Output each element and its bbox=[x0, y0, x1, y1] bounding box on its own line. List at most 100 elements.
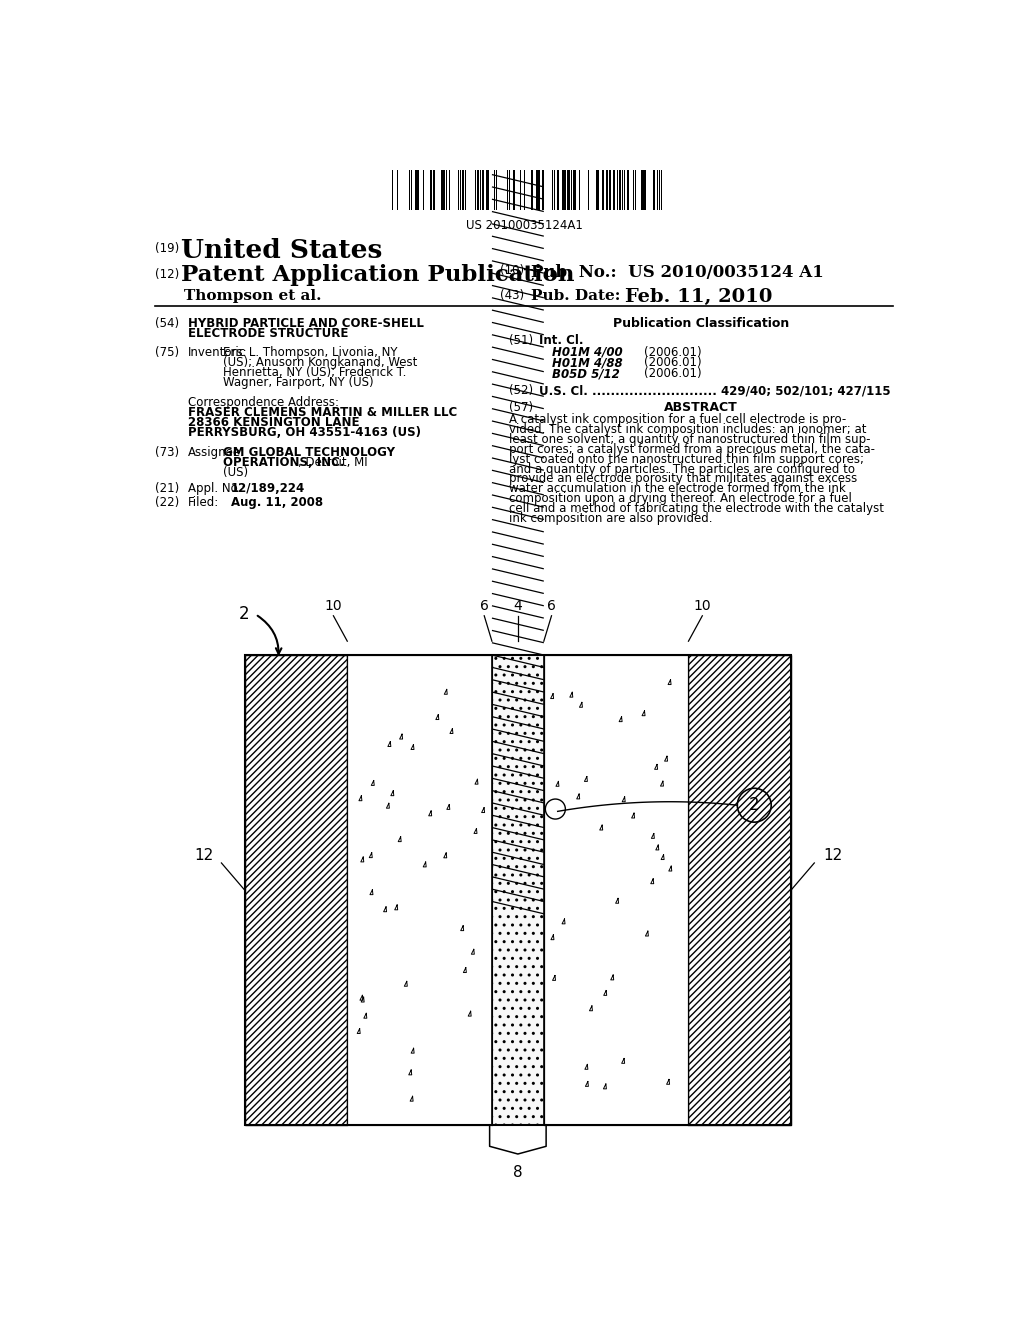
Text: PERRYSBURG, OH 43551-4163 (US): PERRYSBURG, OH 43551-4163 (US) bbox=[188, 425, 421, 438]
Text: 10: 10 bbox=[325, 599, 342, 612]
Bar bbox=[245, 655, 347, 1125]
Text: 28366 KENSINGTON LANE: 28366 KENSINGTON LANE bbox=[188, 416, 359, 429]
Text: 12/189,224: 12/189,224 bbox=[230, 482, 305, 495]
Text: Feb. 11, 2010: Feb. 11, 2010 bbox=[625, 288, 772, 306]
Bar bbox=[347, 655, 492, 1125]
Text: water accumulation in the electrode formed from the ink: water accumulation in the electrode form… bbox=[509, 482, 846, 495]
Text: 2: 2 bbox=[240, 605, 250, 623]
Bar bbox=[628, 170, 629, 210]
Text: 12: 12 bbox=[195, 847, 214, 863]
Text: (54): (54) bbox=[156, 317, 179, 330]
Bar bbox=[563, 170, 565, 210]
Text: (43): (43) bbox=[500, 289, 524, 302]
Text: cell and a method of fabricating the electrode with the catalyst: cell and a method of fabricating the ele… bbox=[509, 502, 885, 515]
Text: H01M 4/00: H01M 4/00 bbox=[552, 346, 623, 359]
Text: Eric L. Thompson, Livonia, NY: Eric L. Thompson, Livonia, NY bbox=[223, 346, 397, 359]
Bar bbox=[596, 170, 599, 210]
Text: Int. Cl.: Int. Cl. bbox=[539, 334, 583, 347]
Bar bbox=[449, 170, 451, 210]
Bar bbox=[481, 170, 484, 210]
Text: (73): (73) bbox=[156, 446, 179, 459]
Text: 8: 8 bbox=[513, 1164, 522, 1180]
Bar bbox=[552, 170, 553, 210]
Text: ELECTRODE STRUCTURE: ELECTRODE STRUCTURE bbox=[188, 327, 349, 341]
Text: US 20100035124A1: US 20100035124A1 bbox=[466, 219, 584, 232]
Bar bbox=[513, 170, 515, 210]
Text: (2006.01): (2006.01) bbox=[644, 356, 701, 370]
Text: composition upon a drying thereof. An electrode for a fuel: composition upon a drying thereof. An el… bbox=[509, 492, 852, 506]
Text: (10): (10) bbox=[500, 264, 524, 277]
Bar bbox=[458, 170, 460, 210]
Text: Appl. No.:: Appl. No.: bbox=[188, 482, 246, 495]
Bar bbox=[572, 170, 575, 210]
Bar bbox=[492, 655, 544, 1125]
Bar bbox=[641, 170, 643, 210]
Text: Thompson et al.: Thompson et al. bbox=[184, 289, 322, 304]
Text: HYBRID PARTICLE AND CORE-SHELL: HYBRID PARTICLE AND CORE-SHELL bbox=[188, 317, 424, 330]
Text: (75): (75) bbox=[156, 346, 179, 359]
Bar bbox=[602, 170, 604, 210]
Bar bbox=[245, 655, 792, 1125]
Bar bbox=[477, 170, 478, 210]
Text: 10: 10 bbox=[693, 599, 711, 612]
Text: GM GLOBAL TECHNOLOGY: GM GLOBAL TECHNOLOGY bbox=[223, 446, 395, 459]
Text: 4: 4 bbox=[513, 599, 522, 612]
Text: H01M 4/88: H01M 4/88 bbox=[552, 356, 623, 370]
Text: , Detroit, MI: , Detroit, MI bbox=[298, 457, 368, 470]
Text: least one solvent; a quantity of nanostructured thin film sup-: least one solvent; a quantity of nanostr… bbox=[509, 433, 870, 446]
Text: United States: United States bbox=[180, 238, 382, 263]
Bar bbox=[542, 170, 544, 210]
Text: (22): (22) bbox=[156, 496, 179, 508]
Text: Wagner, Fairport, NY (US): Wagner, Fairport, NY (US) bbox=[223, 376, 374, 389]
Bar bbox=[537, 170, 539, 210]
Text: (2006.01): (2006.01) bbox=[644, 346, 701, 359]
Text: B05D 5/12: B05D 5/12 bbox=[552, 367, 620, 380]
Bar bbox=[608, 170, 611, 210]
Text: port cores; a catalyst formed from a precious metal, the cata-: port cores; a catalyst formed from a pre… bbox=[509, 442, 876, 455]
Bar bbox=[688, 655, 792, 1125]
Bar bbox=[416, 170, 419, 210]
Bar bbox=[567, 170, 568, 210]
Bar bbox=[531, 170, 534, 210]
Text: (21): (21) bbox=[156, 482, 179, 495]
Bar bbox=[463, 170, 464, 210]
Text: (52): (52) bbox=[509, 384, 534, 397]
Text: 2: 2 bbox=[749, 796, 760, 814]
Bar bbox=[544, 655, 688, 1125]
Text: Henrietta, NY (US); Frederick T.: Henrietta, NY (US); Frederick T. bbox=[223, 367, 407, 379]
Text: Pub. Date:: Pub. Date: bbox=[531, 289, 621, 304]
Bar bbox=[433, 170, 435, 210]
Bar bbox=[411, 170, 413, 210]
Text: Inventors:: Inventors: bbox=[188, 346, 248, 359]
Bar bbox=[643, 170, 646, 210]
Bar bbox=[465, 170, 466, 210]
Text: (51): (51) bbox=[509, 334, 534, 347]
Text: Publication Classification: Publication Classification bbox=[613, 317, 790, 330]
Bar bbox=[486, 170, 488, 210]
Text: (12): (12) bbox=[156, 268, 179, 281]
Text: provide an electrode porosity that militates against excess: provide an electrode porosity that milit… bbox=[509, 473, 858, 486]
Text: (US): (US) bbox=[223, 466, 248, 479]
Text: Filed:: Filed: bbox=[188, 496, 219, 508]
Text: lyst coated onto the nanostructured thin film support cores;: lyst coated onto the nanostructured thin… bbox=[509, 453, 864, 466]
Bar bbox=[442, 170, 445, 210]
Text: vided. The catalyst ink composition includes: an ionomer; at: vided. The catalyst ink composition incl… bbox=[509, 424, 867, 436]
Text: U.S. Cl. ........................... 429/40; 502/101; 427/115: U.S. Cl. ........................... 429… bbox=[539, 384, 890, 397]
Text: OPERATIONS, INC.: OPERATIONS, INC. bbox=[223, 457, 344, 470]
Bar bbox=[492, 655, 544, 1125]
Text: Correspondence Address:: Correspondence Address: bbox=[188, 396, 339, 409]
Text: Pub. No.:  US 2010/0035124 A1: Pub. No.: US 2010/0035124 A1 bbox=[531, 264, 823, 281]
Text: Assignee:: Assignee: bbox=[188, 446, 246, 459]
Bar bbox=[612, 170, 614, 210]
Text: ink composition are also provided.: ink composition are also provided. bbox=[509, 512, 713, 525]
Bar bbox=[605, 170, 608, 210]
Bar bbox=[557, 170, 559, 210]
Text: (2006.01): (2006.01) bbox=[644, 367, 701, 380]
Bar bbox=[652, 170, 655, 210]
Bar bbox=[430, 170, 432, 210]
Text: Aug. 11, 2008: Aug. 11, 2008 bbox=[230, 496, 323, 508]
Bar bbox=[509, 170, 510, 210]
Text: FRASER CLEMENS MARTIN & MILLER LLC: FRASER CLEMENS MARTIN & MILLER LLC bbox=[188, 405, 458, 418]
Text: ABSTRACT: ABSTRACT bbox=[665, 401, 738, 414]
Text: A catalyst ink composition for a fuel cell electrode is pro-: A catalyst ink composition for a fuel ce… bbox=[509, 413, 847, 426]
